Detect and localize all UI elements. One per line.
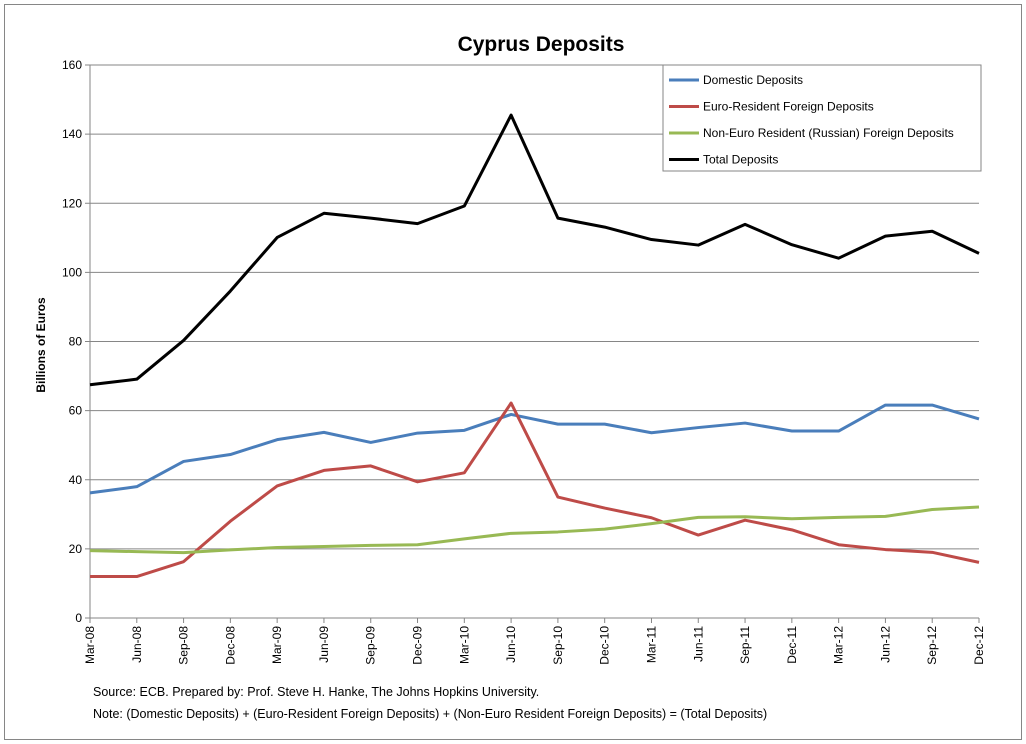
series-line-3	[89, 113, 980, 387]
x-tick-label: Dec-10	[598, 626, 612, 665]
x-tick-label: Dec-09	[411, 626, 425, 665]
x-tick-label: Sep-11	[738, 626, 752, 664]
series-line-0	[89, 403, 980, 495]
y-tick-label: 20	[69, 542, 83, 556]
series-line-2	[89, 505, 980, 555]
legend-label: Total Deposits	[703, 153, 778, 167]
x-tick-label: Sep-10	[551, 626, 565, 665]
y-tick-label: 120	[62, 196, 82, 210]
y-tick-label: 60	[69, 404, 83, 418]
chart-title: Cyprus Deposits	[458, 33, 625, 56]
legend: Domestic Deposits Euro-Resident Foreign D…	[662, 64, 982, 172]
line-chart: Cyprus Deposits 0 20 40 60 80 100 120 140 160 Mar…	[34, 33, 986, 665]
series-lines	[89, 113, 980, 579]
x-tick-label: Sep-12	[925, 626, 939, 665]
y-tick-label: 80	[69, 335, 83, 349]
x-tick-label: Mar-08	[83, 626, 97, 664]
equation-note: Note: (Domestic Deposits) + (Euro-Reside…	[93, 707, 768, 721]
x-tick-label: Dec-11	[785, 626, 799, 664]
source-note: Source: ECB. Prepared by: Prof. Steve H.…	[93, 685, 540, 699]
x-tick-label: Sep-09	[364, 626, 378, 665]
x-tick-label: Sep-08	[177, 626, 191, 665]
chart-frame: Cyprus Deposits 0 20 40 60 80 100 120 140 160 Mar…	[4, 4, 1022, 740]
y-axis-label: Billions of Euros	[34, 297, 48, 393]
x-tick-label: Jun-10	[504, 626, 518, 663]
legend-label: Non-Euro Resident (Russian) Foreign Depo…	[703, 126, 954, 140]
axes: 0 20 40 60 80 100 120 140 160 Mar-08 Jun-08 Sep-08 D…	[62, 58, 986, 665]
x-tick-label: Jun-11	[691, 626, 705, 662]
x-tick-label: Mar-11	[644, 626, 658, 663]
y-tick-label: 100	[62, 265, 82, 279]
y-tick-label: 140	[62, 127, 82, 141]
series-line-1	[90, 401, 980, 579]
y-tick-label: 0	[75, 611, 82, 625]
y-tick-label: 40	[69, 473, 83, 487]
x-tick-label: Dec-12	[972, 626, 986, 665]
x-tick-label: Jun-12	[878, 626, 892, 663]
y-tick-label: 160	[62, 58, 82, 72]
x-tick-label: Dec-08	[223, 626, 237, 665]
x-tick-label: Mar-12	[832, 626, 846, 664]
x-tick-label: Mar-09	[270, 626, 284, 664]
x-tick-label: Jun-08	[130, 626, 144, 663]
x-tick-label: Mar-10	[457, 626, 471, 664]
legend-label: Domestic Deposits	[703, 73, 803, 87]
legend-label: Euro-Resident Foreign Deposits	[703, 100, 874, 114]
x-tick-label: Jun-09	[317, 626, 331, 663]
legend-box	[662, 64, 982, 172]
